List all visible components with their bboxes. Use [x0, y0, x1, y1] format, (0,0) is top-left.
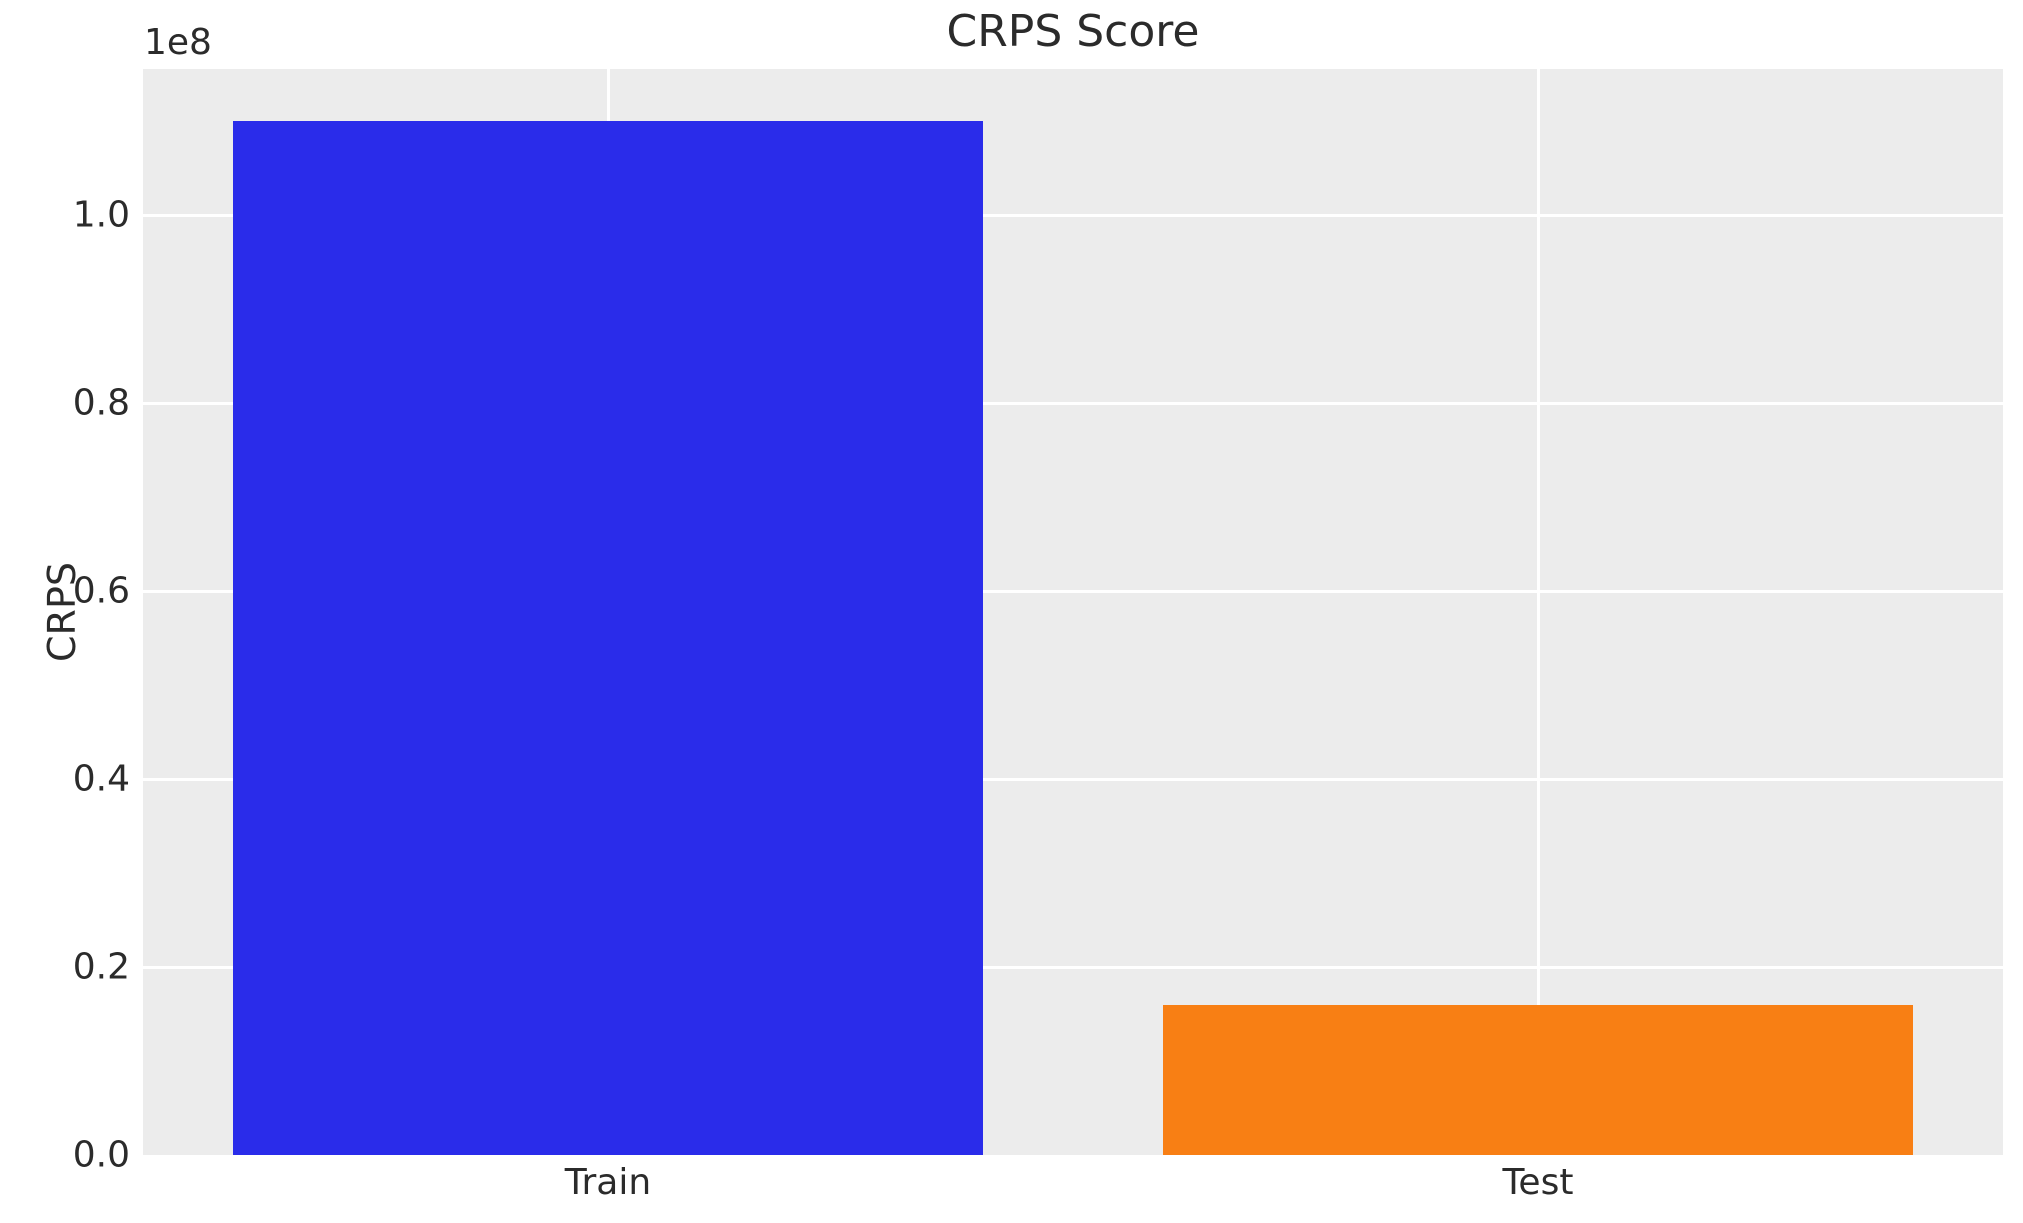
y-tick-label-0.8: 0.8	[72, 382, 130, 424]
y-axis-offset-text: 1e8	[144, 22, 212, 63]
y-tick-label-0.0: 0.0	[72, 1134, 130, 1176]
y-tick-label-0.6: 0.6	[72, 570, 130, 612]
gridline-y-40000000	[143, 777, 2003, 781]
gridline-y-80000000	[143, 401, 2003, 405]
bar-train	[233, 120, 983, 1155]
x-tick-label-test: Test	[1502, 1162, 1574, 1203]
y-tick-label-1.0: 1.0	[72, 194, 130, 236]
gridline-y-100000000	[143, 213, 2003, 217]
plot-area	[143, 69, 2003, 1155]
gridline-y-60000000	[143, 589, 2003, 593]
x-tick-label-train: Train	[564, 1162, 652, 1203]
y-tick-label-0.4: 0.4	[72, 758, 130, 800]
y-tick-label-0.2: 0.2	[72, 946, 130, 988]
gridline-x-test	[1537, 69, 1540, 1155]
chart-title: CRPS Score	[946, 6, 1200, 57]
bar-test	[1163, 1004, 1913, 1155]
gridline-y-20000000	[143, 965, 2003, 969]
